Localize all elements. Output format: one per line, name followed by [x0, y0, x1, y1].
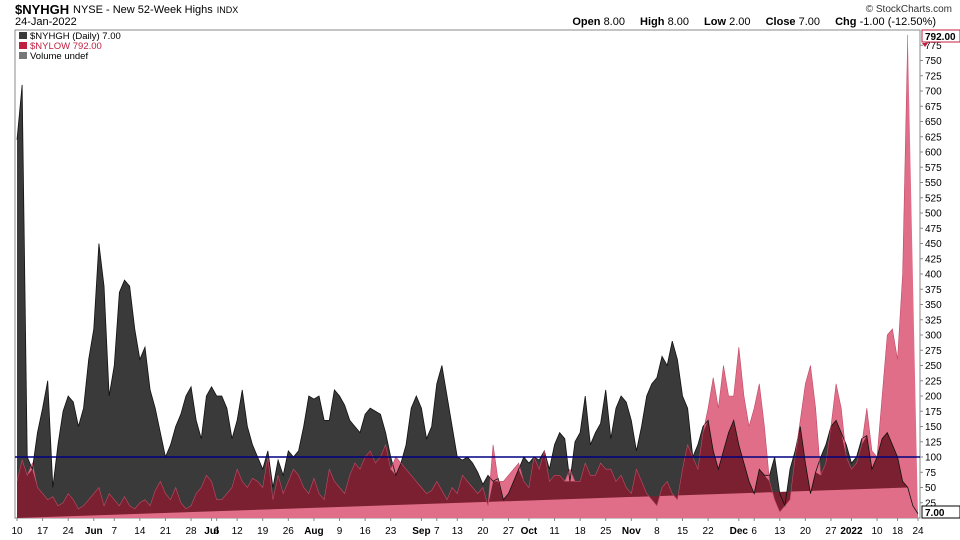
x-tick-label: 27: [825, 526, 837, 537]
x-tick-label: 9: [337, 526, 343, 537]
exchange-label: INDX: [216, 5, 239, 15]
y-tick-label: 775: [925, 41, 942, 52]
symbol-name: NYSE - New 52-Week Highs: [73, 4, 213, 16]
y-tick-label: 75: [925, 468, 937, 479]
y-tick-label: 450: [925, 239, 942, 250]
y-tick-label: 25: [925, 498, 937, 509]
y-tick-label: 675: [925, 102, 942, 113]
x-tick-label: 20: [800, 526, 812, 537]
y-tick-label: 700: [925, 87, 942, 98]
x-tick-label: 14: [134, 526, 146, 537]
y-tick-label: 575: [925, 163, 942, 174]
nyhgh-area: [17, 84, 918, 518]
change-readout: Chg -1.00 (-12.50%): [835, 16, 936, 28]
stockcharts-logo[interactable]: © StockCharts.com: [865, 4, 952, 15]
x-tick-label: 8: [654, 526, 660, 537]
y-tick-label: 750: [925, 56, 942, 67]
y-tick-label: 625: [925, 132, 942, 143]
x-tick-label: Dec: [730, 526, 749, 537]
x-tick-label: 24: [912, 526, 924, 537]
nylow-marker-icon: [922, 43, 928, 47]
chart-date: 24-Jan-2022: [15, 16, 77, 28]
nylow-last-value: 792.00: [925, 32, 956, 43]
x-tick-label: 23: [385, 526, 397, 537]
y-tick-label: 400: [925, 270, 942, 281]
x-tick-label: 19: [257, 526, 269, 537]
open-readout: Open 8.00: [572, 16, 625, 28]
y-tick-label: 550: [925, 178, 942, 189]
nylow-last-value-box: [921, 29, 960, 43]
chart-legend: $NYHGH (Daily) 7.00 $NYLOW 792.00 Volume…: [19, 31, 121, 62]
nyhgh-last-value-box: [921, 505, 960, 519]
nyhgh-last-value: 7.00: [925, 508, 945, 519]
x-tick-label: 18: [575, 526, 587, 537]
x-tick-label: 13: [774, 526, 786, 537]
x-tick-label: 7: [111, 526, 117, 537]
y-tick-label: 425: [925, 254, 942, 265]
x-tick-label: 13: [452, 526, 464, 537]
y-tick-label: 250: [925, 361, 942, 372]
x-tick-label: 25: [600, 526, 612, 537]
volume-legend: Volume undef: [30, 51, 88, 62]
x-tick-label: 6: [751, 526, 757, 537]
x-tick-label: Nov: [622, 526, 641, 537]
x-tick-label: 12: [232, 526, 244, 537]
x-tick-label: 7: [434, 526, 440, 537]
y-tick-label: 350: [925, 300, 942, 311]
nyhgh-legend-swatch: [19, 32, 27, 39]
low-readout: Low 2.00: [704, 16, 751, 28]
nylow-legend: $NYLOW 792.00: [30, 41, 102, 52]
close-readout: Close 7.00: [765, 16, 821, 28]
x-tick-label: 11: [549, 526, 560, 537]
x-tick-label: 22: [703, 526, 715, 537]
x-tick-label: 21: [160, 526, 172, 537]
x-tick-label: 15: [677, 526, 689, 537]
y-tick-label: 500: [925, 209, 942, 220]
x-tick-label: 27: [503, 526, 515, 537]
x-tick-label: 26: [283, 526, 295, 537]
high-readout: High 8.00: [640, 16, 689, 28]
x-tick-label: 28: [185, 526, 197, 537]
x-tick-label: 2022: [840, 526, 863, 537]
y-tick-label: 275: [925, 346, 942, 357]
x-tick-label: Jun: [85, 526, 103, 537]
y-tick-label: 100: [925, 453, 942, 464]
chart-symbol: $NYHGH: [15, 2, 70, 17]
y-tick-label: 200: [925, 392, 942, 403]
x-tick-label: Aug: [304, 526, 323, 537]
nyhgh-legend: $NYHGH (Daily) 7.00: [30, 31, 121, 42]
y-tick-label: 525: [925, 193, 942, 204]
y-tick-label: 300: [925, 331, 942, 342]
x-tick-label: 17: [37, 526, 49, 537]
x-tick-label: Sep: [412, 526, 430, 537]
nylow-legend-swatch: [19, 42, 27, 49]
x-tick-label: Jul: [204, 526, 219, 537]
y-tick-label: 325: [925, 315, 942, 326]
y-tick-label: 225: [925, 376, 942, 387]
y-tick-label: 600: [925, 148, 942, 159]
plot-frame: [14, 29, 921, 519]
x-tick-label: 16: [360, 526, 372, 537]
x-tick-label: 24: [63, 526, 75, 537]
x-tick-label: 10: [871, 526, 883, 537]
x-tick-label: 18: [892, 526, 904, 537]
y-tick-label: 150: [925, 422, 942, 433]
ohlc-readout: Open 8.00 High 8.00 Low 2.00 Close 7.00 …: [572, 16, 948, 28]
volume-legend-swatch: [19, 52, 27, 59]
nylow-line: [16, 34, 909, 513]
x-tick-label: Oct: [521, 526, 538, 537]
x-tick-label: 20: [477, 526, 489, 537]
chart-title: NYSE - New 52-Week Highs INDX: [73, 4, 238, 16]
y-tick-label: 50: [925, 483, 937, 494]
y-tick-label: 375: [925, 285, 942, 296]
x-tick-label: 10: [11, 526, 23, 537]
x-tick-label: 6: [214, 526, 220, 537]
y-tick-label: 650: [925, 117, 942, 128]
y-tick-label: 475: [925, 224, 942, 235]
y-tick-label: 725: [925, 71, 942, 82]
overlap-area: [17, 420, 908, 518]
y-tick-label: 125: [925, 437, 942, 448]
y-tick-label: 175: [925, 407, 942, 418]
